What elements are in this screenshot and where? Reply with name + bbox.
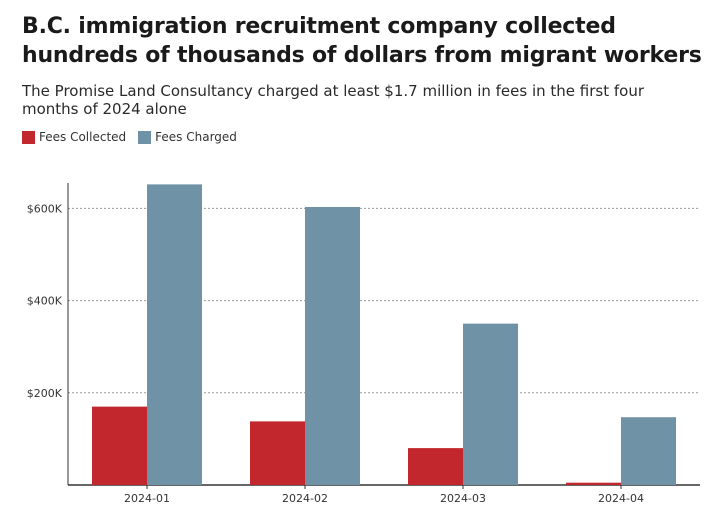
bar-fees-collected-2024-04 (566, 482, 621, 485)
chart-title: B.C. immigration recruitment company col… (22, 14, 702, 68)
y-tick-label: $600K (27, 202, 63, 215)
bar-fees-charged-2024-04 (621, 417, 676, 485)
legend: Fees Collected Fees Charged (22, 130, 249, 144)
legend-item-fees-charged: Fees Charged (138, 130, 237, 144)
bar-fees-charged-2024-02 (305, 206, 360, 485)
legend-swatch-fees-charged (138, 130, 152, 144)
bar-fees-charged-2024-01 (147, 184, 202, 485)
bar-fees-collected-2024-03 (408, 448, 463, 485)
bar-fees-charged-2024-03 (463, 323, 518, 485)
x-tick-label: 2024-04 (598, 492, 644, 505)
x-tick-label: 2024-02 (282, 492, 328, 505)
legend-swatch-fees-collected (22, 130, 35, 144)
x-tick-label: 2024-01 (124, 492, 170, 505)
legend-label-fees-charged: Fees Charged (155, 130, 237, 144)
chart-subtitle: The Promise Land Consultancy charged at … (22, 82, 645, 118)
legend-item-fees-collected: Fees Collected (22, 130, 126, 144)
x-tick-label: 2024-03 (440, 492, 486, 505)
y-tick-label: $200K (27, 387, 63, 400)
bar-fees-collected-2024-01 (92, 406, 147, 485)
bar-fees-collected-2024-02 (250, 421, 305, 485)
y-tick-label: $400K (27, 295, 63, 308)
legend-label-fees-collected: Fees Collected (39, 130, 127, 144)
